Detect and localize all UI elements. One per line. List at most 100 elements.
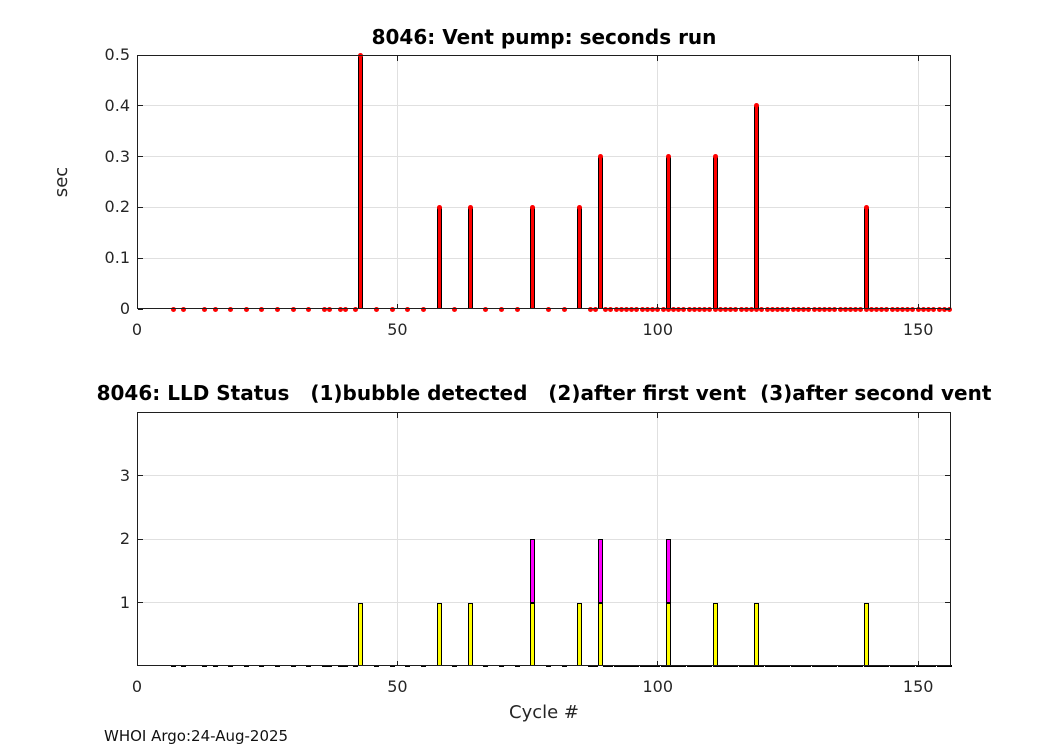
zero-value-dash xyxy=(259,664,265,668)
zero-value-dot xyxy=(827,306,833,312)
zero-value-dash xyxy=(733,664,739,668)
zero-value-dot xyxy=(754,306,760,312)
zero-value-dash xyxy=(874,664,880,668)
zero-value-dot xyxy=(847,306,853,312)
bar-top-dot xyxy=(467,204,473,210)
zero-value-dot xyxy=(676,306,682,312)
zero-value-dash xyxy=(561,664,567,668)
zero-value-dot xyxy=(681,306,687,312)
zero-value-dash xyxy=(629,664,635,668)
zero-value-dot xyxy=(483,306,489,312)
zero-value-dash xyxy=(707,664,713,668)
zero-value-dash xyxy=(900,664,906,668)
zero-value-dash xyxy=(202,664,208,668)
zero-value-dash xyxy=(863,664,869,668)
zero-value-dash xyxy=(717,664,723,668)
x-tickmark xyxy=(917,304,919,309)
zero-value-dot xyxy=(499,306,505,312)
y-tick-label: 0.4 xyxy=(104,95,130,115)
vent-seconds-bar xyxy=(577,207,583,309)
zero-value-dot xyxy=(389,306,395,312)
zero-value-dash xyxy=(806,664,812,668)
zero-value-dash xyxy=(321,664,327,668)
y-gridline xyxy=(137,602,951,603)
chart-title: 8046: LLD Status (1)bubble detected (2)a… xyxy=(96,381,992,405)
zero-value-dot xyxy=(634,306,640,312)
zero-value-dash xyxy=(624,664,630,668)
status-bar-segment xyxy=(530,539,536,603)
y-tickmark xyxy=(945,54,950,56)
x-gridline xyxy=(917,55,919,309)
vent-seconds-bar xyxy=(467,207,473,309)
bar-top-dot xyxy=(754,103,760,109)
x-tickmark xyxy=(136,304,138,309)
zero-value-dot xyxy=(561,306,567,312)
zero-value-dash xyxy=(676,664,682,668)
zero-value-dot xyxy=(608,306,614,312)
bar-top-dot xyxy=(863,204,869,210)
zero-value-dash xyxy=(243,664,249,668)
zero-value-dash xyxy=(181,664,187,668)
zero-value-dot xyxy=(639,306,645,312)
zero-value-dot xyxy=(722,306,728,312)
x-tickmark xyxy=(136,413,138,418)
zero-value-dash xyxy=(499,664,505,668)
bar-top-dot xyxy=(577,204,583,210)
x-axis-label: Cycle # xyxy=(509,702,579,723)
zero-value-dash xyxy=(483,664,489,668)
zero-value-dash xyxy=(910,664,916,668)
zero-value-dash xyxy=(670,664,676,668)
status-bar-segment xyxy=(665,539,671,603)
zero-value-dash xyxy=(790,664,796,668)
x-gridline xyxy=(657,55,659,309)
x-tick-label: 100 xyxy=(642,320,674,339)
zero-value-dot xyxy=(801,306,807,312)
bar-top-dot xyxy=(712,154,718,160)
zero-value-dash xyxy=(769,664,775,668)
zero-value-dash xyxy=(337,664,343,668)
y-tickmark xyxy=(138,602,143,603)
zero-value-dash xyxy=(634,664,640,668)
zero-value-dash xyxy=(327,664,333,668)
vent-seconds-bar xyxy=(358,55,364,309)
zero-value-dash xyxy=(915,664,921,668)
zero-value-dash xyxy=(545,664,551,668)
zero-value-dot xyxy=(545,306,551,312)
y-tickmark xyxy=(138,105,143,107)
zero-value-dash xyxy=(603,664,609,668)
bar-top-dot xyxy=(598,154,603,160)
y-tick-label: 0 xyxy=(119,299,130,318)
x-tick-label: 150 xyxy=(902,320,934,339)
x-tickmark xyxy=(657,56,659,61)
vent-seconds-bar xyxy=(598,156,603,309)
y-tickmark xyxy=(138,54,143,56)
zero-value-dash xyxy=(801,664,807,668)
zero-value-dash xyxy=(644,664,650,668)
zero-value-dash xyxy=(858,664,864,668)
y-gridline xyxy=(137,475,951,476)
y-tickmark xyxy=(945,156,950,158)
x-tickmark xyxy=(136,661,138,666)
zero-value-dash xyxy=(691,664,697,668)
zero-value-dash xyxy=(764,664,770,668)
zero-value-dot xyxy=(749,306,755,312)
zero-value-dash xyxy=(832,664,838,668)
y-axis-label: sec xyxy=(51,166,72,198)
zero-value-dot xyxy=(790,306,796,312)
zero-value-dash xyxy=(946,664,952,668)
zero-value-dot xyxy=(868,306,874,312)
zero-value-dash xyxy=(738,664,744,668)
zero-value-dash xyxy=(722,664,728,668)
zero-value-dot xyxy=(717,306,723,312)
zero-value-dash xyxy=(931,664,937,668)
x-tickmark xyxy=(396,56,398,61)
zero-value-dash xyxy=(795,664,801,668)
zero-value-dash xyxy=(759,664,765,668)
x-tick-label: 0 xyxy=(131,677,143,696)
zero-value-dot xyxy=(733,306,739,312)
zero-value-dot xyxy=(920,306,926,312)
zero-value-dot xyxy=(941,306,947,312)
y-tickmark xyxy=(945,475,950,476)
zero-value-dot xyxy=(321,306,327,312)
y-gridline xyxy=(137,257,951,259)
